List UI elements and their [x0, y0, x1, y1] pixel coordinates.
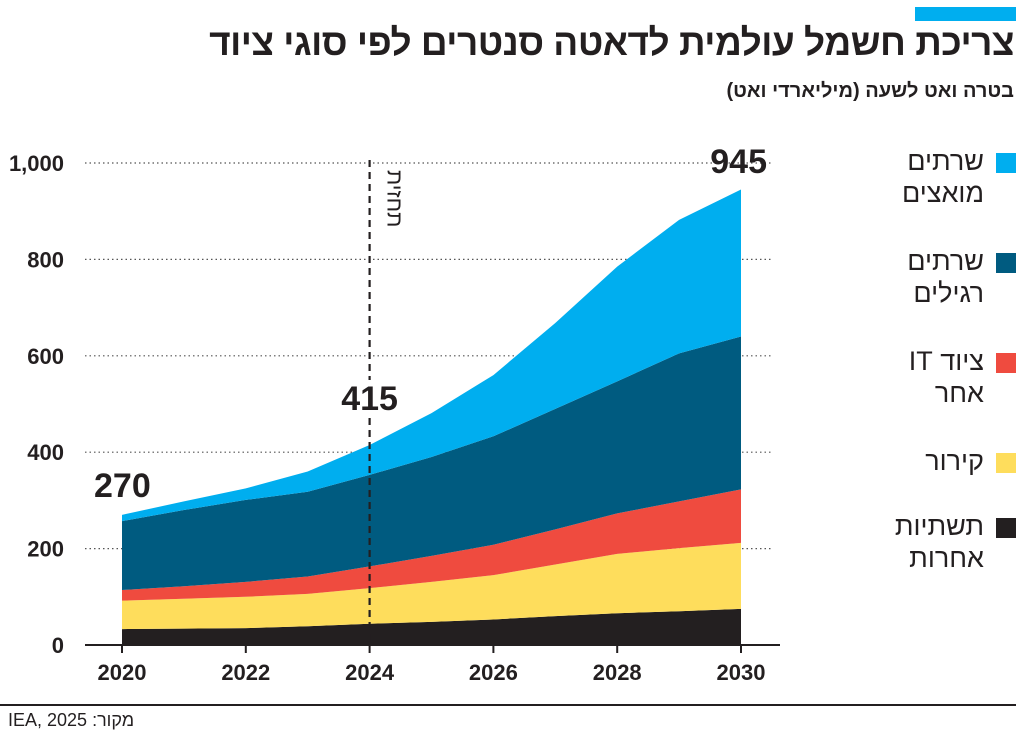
- x-tick-label: 2024: [345, 660, 395, 685]
- legend-label-line: תשתיות: [894, 511, 984, 541]
- data-label-total: 945: [710, 143, 767, 181]
- legend-label-line: אחר: [934, 378, 984, 408]
- x-tick-label: 2026: [469, 660, 518, 685]
- legend-swatch: [996, 518, 1016, 538]
- data-label-total: 415: [341, 380, 398, 418]
- x-tick-label: 2022: [221, 660, 270, 685]
- legend-item: קירור: [864, 445, 1016, 477]
- area-series-3: [122, 336, 741, 591]
- area-series-1: [122, 542, 741, 630]
- legend-label-line: רגילים: [913, 278, 984, 308]
- legend-label-line: קירור: [925, 446, 984, 476]
- legend-label: שרתים מואצים: [864, 145, 984, 209]
- legend-item: תשתיות אחרות: [864, 510, 1016, 574]
- chart-subtitle: בטרה ואט לשעה (מיליארדי ואט): [726, 80, 1014, 102]
- x-tick-label: 2020: [98, 660, 147, 685]
- data-label-total: 270: [94, 467, 151, 505]
- accent-bar: [915, 7, 1016, 21]
- chart-title: צריכת חשמל עולמית לדאטה סנטרים לפי סוגי …: [209, 22, 1014, 63]
- legend-item: שרתים רגילים: [864, 245, 1016, 309]
- x-tick-label: 2028: [593, 660, 642, 685]
- legend-label-line: מואצים: [901, 178, 984, 208]
- legend-label: שרתים רגילים: [864, 245, 984, 309]
- legend-label-line: ציוד IT: [908, 346, 984, 376]
- area-series-4: [122, 189, 741, 522]
- y-tick-label: 0: [52, 633, 64, 658]
- y-tick-label: 800: [27, 247, 64, 272]
- y-tick-label: 200: [27, 537, 64, 562]
- legend-label-line: שרתים: [907, 146, 984, 176]
- legend-item: שרתים מואצים: [864, 145, 1016, 209]
- x-tick-label: 2030: [717, 660, 766, 685]
- legend-label-line: אחרות: [909, 543, 984, 573]
- y-tick-label: 400: [27, 440, 64, 465]
- legend-swatch: [996, 253, 1016, 273]
- source-note: מקור: IEA, 2025: [8, 710, 135, 730]
- legend-label: תשתיות אחרות: [864, 510, 984, 574]
- y-tick-label: 1,000: [9, 151, 64, 176]
- legend-label-line: שרתים: [907, 246, 984, 276]
- legend-label: קירור: [864, 445, 984, 477]
- legend-label: ציוד IT אחר: [864, 345, 984, 409]
- y-tick-label: 600: [27, 344, 64, 369]
- legend-swatch: [996, 453, 1016, 473]
- legend-swatch: [996, 353, 1016, 373]
- area-series-2: [122, 489, 741, 601]
- legend-item: ציוד IT אחר: [864, 345, 1016, 409]
- footer-divider: [0, 704, 1016, 706]
- area-series-0: [122, 608, 741, 645]
- forecast-label: תחזית: [383, 170, 408, 227]
- legend-swatch: [996, 153, 1016, 173]
